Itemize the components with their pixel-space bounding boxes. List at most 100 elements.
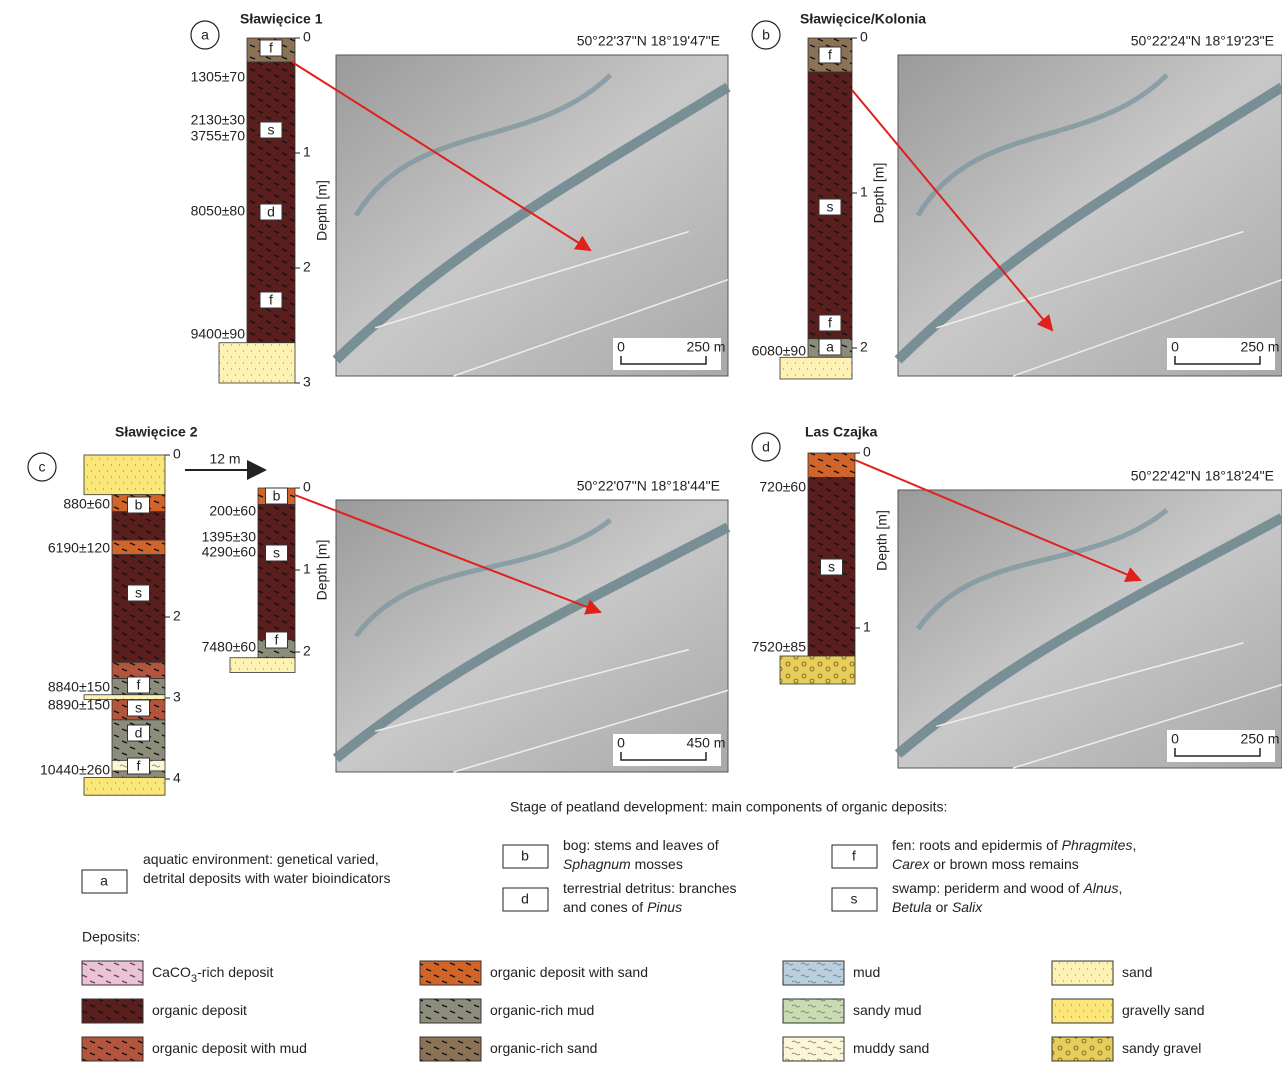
code-box xyxy=(127,584,150,602)
stage-description-part: swamp: periderm and wood of xyxy=(892,880,1083,896)
code-box xyxy=(265,544,288,562)
deposit-swatch xyxy=(419,960,482,986)
code-box xyxy=(818,46,842,64)
code-box xyxy=(127,496,150,514)
deposit-label: organic deposit xyxy=(152,1002,247,1018)
stage-description: fen: roots and epidermis of Phragmites, xyxy=(892,837,1136,853)
deposit-label-part: mud xyxy=(853,964,880,980)
code-label: f xyxy=(269,292,273,308)
radiocarbon-date: 8050±80 xyxy=(191,203,246,219)
code-label: s xyxy=(827,199,834,215)
coordinates: 50°22'37"N 18°19'47"E xyxy=(577,33,720,49)
depth-axis-label: Depth [m] xyxy=(314,180,330,241)
deposit-label: sand xyxy=(1122,964,1152,980)
deposit-label-part: CaCO xyxy=(152,964,191,980)
stage-description-part: Sphagnum xyxy=(563,856,631,872)
depth-tick-label: 3 xyxy=(173,689,181,705)
radiocarbon-date: 1395±30 xyxy=(202,529,257,545)
deposit-label-part: organic deposit with sand xyxy=(490,964,648,980)
deposit-swatch xyxy=(419,998,482,1024)
depth-tick-label: 0 xyxy=(173,446,181,462)
depth-axis-label: Depth [m] xyxy=(314,540,330,601)
code-box xyxy=(265,631,288,649)
panel-letter-circle xyxy=(751,432,781,462)
deposit-swatch xyxy=(81,960,144,986)
deposit-label: CaCO3-rich deposit xyxy=(152,964,274,985)
deposit-swatch xyxy=(1051,1036,1114,1062)
stage-description-part: Phragmites xyxy=(1062,837,1133,853)
stage-legend-title: Stage of peatland development: main comp… xyxy=(510,799,947,815)
stage-code-box xyxy=(831,887,878,912)
depth-axis-label: Depth [m] xyxy=(871,163,887,224)
code-label: f xyxy=(828,315,832,331)
stage-code: a xyxy=(100,873,108,889)
location-arrow xyxy=(294,494,602,615)
depth-tick-label: 3 xyxy=(303,374,311,390)
code-label: f xyxy=(828,47,832,63)
scale-bar xyxy=(1174,356,1261,365)
panel-letter-circle xyxy=(27,452,57,482)
scale-label: 250 m xyxy=(687,339,726,355)
panel-letter: a xyxy=(201,27,209,43)
location-arrow xyxy=(854,459,1142,582)
scale-label: 0 xyxy=(617,339,625,355)
radiocarbon-date: 10440±260 xyxy=(40,762,110,778)
stage-description: swamp: periderm and wood of Alnus, xyxy=(892,880,1122,896)
deposit-label-part: organic-rich mud xyxy=(490,1002,594,1018)
radiocarbon-date: 200±60 xyxy=(209,503,256,519)
depth-tick-label: 0 xyxy=(863,444,871,460)
stage-description: Carex or brown moss remains xyxy=(892,856,1079,872)
deposit-label-part: -rich deposit xyxy=(197,964,273,980)
stage-description-part: mosses xyxy=(631,856,683,872)
radiocarbon-date: 1305±70 xyxy=(191,69,246,85)
deposit-label: organic-rich sand xyxy=(490,1040,597,1056)
stage-description-part: Betula xyxy=(892,899,932,915)
stage-description-part: fen: roots and epidermis of xyxy=(892,837,1062,853)
code-box xyxy=(818,198,842,216)
code-label: s xyxy=(273,545,280,561)
deposit-swatch xyxy=(782,998,845,1024)
deposit-swatch xyxy=(1051,998,1114,1024)
terrain xyxy=(936,642,1282,769)
deposit-label-part: sand xyxy=(1122,964,1152,980)
code-box xyxy=(259,121,283,139)
deposit-label: mud xyxy=(853,964,880,980)
code-label: f xyxy=(137,758,141,774)
stage-description: aquatic environment: genetical varied, xyxy=(143,851,379,867)
scale-label: 0 xyxy=(1171,731,1179,747)
deposit-label: muddy sand xyxy=(853,1040,929,1056)
scale-label: 250 m xyxy=(1241,339,1280,355)
radiocarbon-date: 880±60 xyxy=(63,496,110,512)
deposit-label: organic deposit with mud xyxy=(152,1040,307,1056)
radiocarbon-date: 2130±30 xyxy=(191,112,246,128)
code-box xyxy=(259,203,283,221)
deposit-label-part: organic-rich sand xyxy=(490,1040,597,1056)
deposit-swatch xyxy=(1051,960,1114,986)
lidar-map xyxy=(897,489,1282,769)
deposit-label: sandy gravel xyxy=(1122,1040,1201,1056)
location-arrow xyxy=(291,61,592,252)
depth-tick-label: 0 xyxy=(303,29,311,45)
depth-tick-label: 2 xyxy=(860,339,868,355)
code-box xyxy=(127,699,150,717)
panel-letter: b xyxy=(762,27,770,43)
stage-description-part: or xyxy=(932,899,952,915)
stage-description: bog: stems and leaves of xyxy=(563,837,719,853)
depth-tick-label: 0 xyxy=(860,29,868,45)
deposit-swatch xyxy=(81,998,144,1024)
layer xyxy=(218,342,296,384)
code-label: f xyxy=(137,677,141,693)
stage-code: s xyxy=(851,891,858,907)
deposit-label: gravelly sand xyxy=(1122,1002,1205,1018)
depth-tick-label: 1 xyxy=(303,144,311,160)
radiocarbon-date: 6080±90 xyxy=(752,343,807,359)
stage-description-part: , xyxy=(1118,880,1122,896)
stage-code-box xyxy=(502,887,549,912)
stream xyxy=(353,518,612,638)
deposit-swatch xyxy=(782,1036,845,1062)
scale-label: 450 m xyxy=(687,735,726,751)
code-box xyxy=(127,757,150,775)
depth-tick-label: 1 xyxy=(303,561,311,577)
scale-bar xyxy=(1174,748,1261,757)
